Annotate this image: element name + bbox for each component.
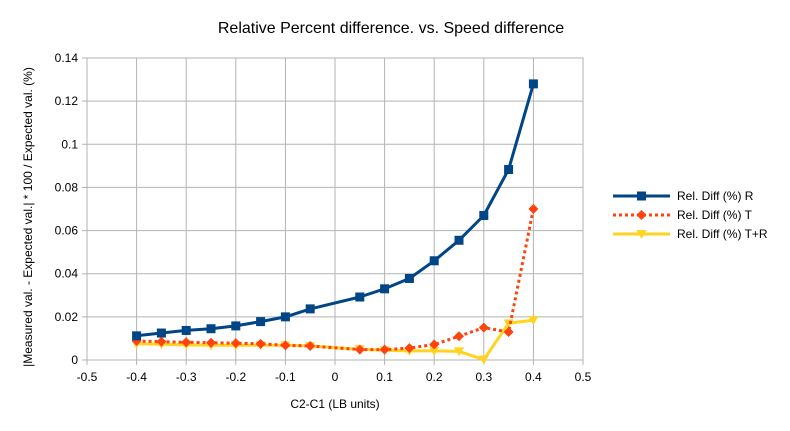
x-axis-label: C2-C1 (LB units) (290, 397, 379, 411)
x-tick-label: -0.5 (77, 370, 98, 384)
data-point (528, 204, 539, 214)
data-point (454, 331, 464, 342)
y-tick-label: 0.12 (55, 94, 79, 108)
series-group (131, 79, 539, 365)
y-tick-label: 0.06 (55, 224, 79, 238)
x-tick-label: -0.1 (275, 370, 296, 384)
series-line (136, 83, 535, 338)
data-point (478, 322, 489, 333)
data-point (504, 165, 514, 175)
data-point (404, 273, 414, 283)
data-point (181, 325, 191, 335)
data-point (255, 338, 266, 349)
data-point (528, 316, 539, 326)
x-tick-label: 0.2 (426, 370, 443, 384)
data-point (503, 326, 514, 337)
x-tick-label: 0.3 (475, 370, 492, 384)
x-tick-label: 0 (332, 370, 339, 384)
y-tick-labels: 0 0.02 0.04 0.06 0.08 0.1 0.12 0.14 (55, 51, 79, 367)
data-point (380, 284, 390, 294)
y-tick-label: 0.02 (55, 310, 79, 324)
series-line (136, 208, 535, 352)
data-point (256, 317, 266, 327)
data-point (156, 328, 166, 338)
data-point (181, 337, 192, 348)
x-tick-label: 0.5 (575, 370, 592, 384)
data-point (156, 336, 167, 347)
x-tick-label: -0.3 (176, 370, 197, 384)
data-point (528, 79, 538, 89)
data-point (280, 340, 291, 351)
legend-marker (636, 210, 647, 220)
chart-title: Relative Percent difference. vs. Speed d… (218, 20, 564, 37)
data-point (206, 324, 216, 334)
data-point (379, 344, 390, 355)
x-tick-labels: -0.5 -0.4 -0.3 -0.2 -0.1 0 0.1 0.2 0.3 0.4 0.5 (77, 370, 592, 384)
legend-label: Rel. Diff (%) R (677, 189, 754, 203)
legend-item: Rel. Diff (%) T+R (613, 227, 768, 241)
x-tick-label: 0.1 (376, 370, 393, 384)
data-point (230, 338, 241, 349)
data-point (305, 340, 316, 351)
data-point (280, 312, 290, 322)
data-point (231, 321, 241, 331)
data-point (305, 304, 315, 314)
legend-item: Rel. Diff (%) R (613, 189, 754, 203)
data-point (404, 343, 415, 354)
legend-label: Rel. Diff (%) T (677, 208, 753, 222)
y-tick-label: 0.08 (55, 180, 79, 194)
y-tick-label: 0.04 (55, 267, 79, 281)
data-point (454, 347, 464, 357)
legend-item: Rel. Diff (%) T (613, 208, 753, 222)
y-tick-label: 0.14 (55, 51, 79, 65)
data-point (479, 210, 489, 220)
data-point (206, 337, 216, 348)
data-point (429, 346, 440, 356)
data-point (454, 235, 464, 245)
y-tick-label: 0.1 (61, 137, 78, 151)
plot-area-border (86, 57, 584, 361)
data-point (429, 339, 440, 350)
legend: Rel. Diff (%) R Rel. Diff (%) T Rel. Diff … (613, 189, 768, 241)
data-point (354, 344, 365, 355)
data-point (132, 331, 142, 341)
data-point (478, 355, 489, 365)
y-tick-label: 0 (71, 353, 78, 367)
series-1 (132, 79, 538, 341)
gridlines (82, 57, 584, 365)
x-tick-label: -0.2 (225, 370, 246, 384)
x-tick-label: -0.4 (126, 370, 147, 384)
legend-label: Rel. Diff (%) T+R (677, 227, 768, 241)
data-point (355, 292, 365, 302)
axes (86, 57, 584, 361)
legend-marker (637, 191, 646, 201)
y-axis-label: |Measured val. - Expected val.| * 100 / … (21, 67, 35, 367)
x-tick-label: 0.4 (525, 370, 542, 384)
legend-marker (636, 230, 647, 239)
data-point (429, 256, 439, 266)
